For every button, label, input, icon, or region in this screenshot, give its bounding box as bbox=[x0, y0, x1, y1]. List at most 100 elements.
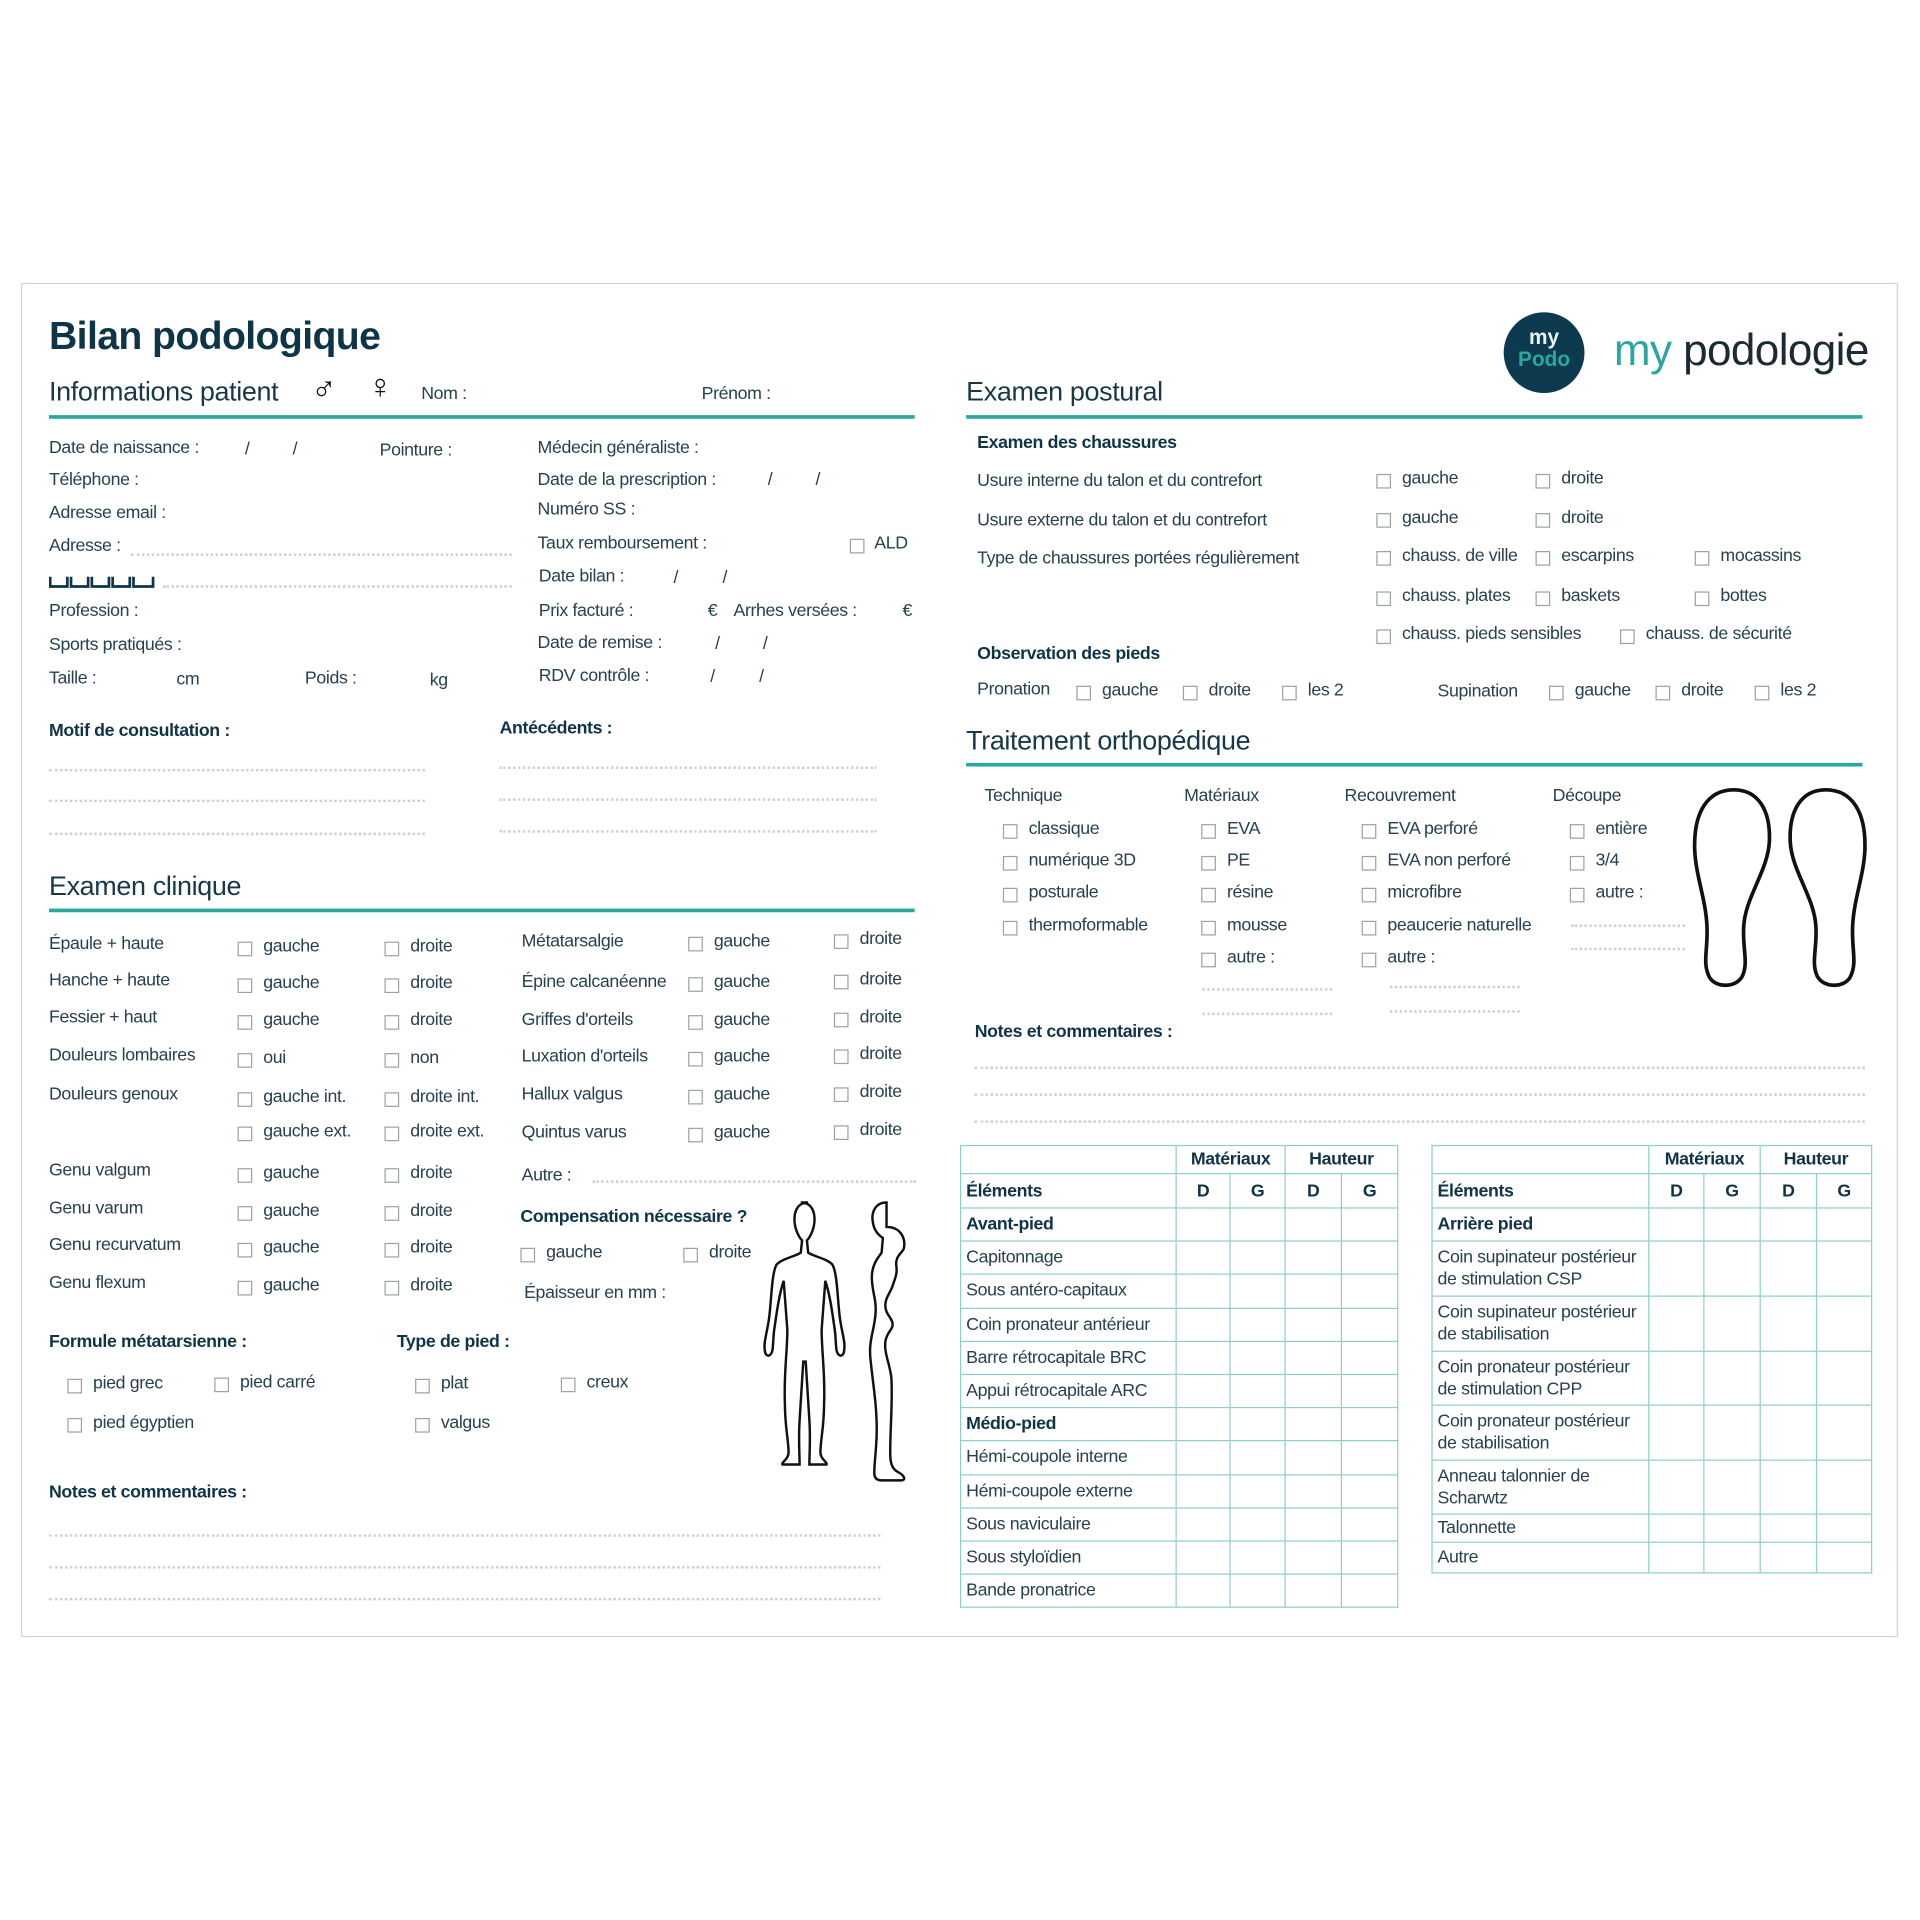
entry-cell[interactable] bbox=[1284, 1340, 1343, 1376]
checkbox-gauche[interactable] bbox=[237, 1280, 253, 1296]
entry-cell[interactable] bbox=[1175, 1506, 1231, 1542]
materials-other-line[interactable] bbox=[1202, 988, 1333, 991]
entry-cell[interactable] bbox=[1175, 1340, 1231, 1376]
treatment-notes-line[interactable] bbox=[974, 1093, 1865, 1096]
entry-cell[interactable] bbox=[1759, 1459, 1818, 1515]
checkbox-gauche[interactable] bbox=[1376, 473, 1392, 489]
motif-line[interactable] bbox=[48, 799, 425, 803]
entry-cell[interactable] bbox=[1284, 1307, 1343, 1342]
entry-cell[interactable] bbox=[1175, 1273, 1231, 1309]
checkbox-mousse[interactable] bbox=[1201, 920, 1216, 936]
checkbox-gauche[interactable] bbox=[688, 1127, 703, 1143]
entry-cell[interactable] bbox=[1175, 1307, 1231, 1342]
checkbox-droite-int[interactable] bbox=[384, 1092, 400, 1107]
checkbox-droite[interactable] bbox=[833, 1049, 849, 1065]
entry-cell[interactable] bbox=[1340, 1273, 1399, 1309]
entry-cell[interactable] bbox=[1229, 1506, 1286, 1542]
checkbox-posturale[interactable] bbox=[1002, 887, 1018, 903]
checkbox-chauss-de-ville[interactable] bbox=[1376, 551, 1392, 566]
checkbox-droite[interactable] bbox=[384, 1242, 400, 1258]
checkbox-autre[interactable] bbox=[1569, 887, 1585, 903]
clinical-notes-line[interactable] bbox=[48, 1597, 881, 1601]
checkbox-gauche[interactable] bbox=[237, 1206, 253, 1221]
checkbox-droite[interactable] bbox=[833, 1012, 849, 1028]
checkbox-microfibre[interactable] bbox=[1361, 887, 1377, 903]
checkbox-gauche[interactable] bbox=[520, 1247, 536, 1263]
entry-cell[interactable] bbox=[1703, 1404, 1761, 1461]
checkbox-chauss-de-securite[interactable] bbox=[1620, 629, 1635, 645]
entry-cell[interactable] bbox=[1175, 1207, 1231, 1242]
cut-other-line[interactable] bbox=[1571, 947, 1685, 951]
entry-cell[interactable] bbox=[1815, 1295, 1873, 1352]
treatment-notes-line[interactable] bbox=[974, 1120, 1865, 1123]
treatment-notes-line[interactable] bbox=[974, 1066, 1865, 1069]
entry-cell[interactable] bbox=[1175, 1473, 1231, 1509]
checkbox-thermoformable[interactable] bbox=[1002, 920, 1018, 936]
checkbox-3-4[interactable] bbox=[1569, 855, 1585, 871]
entry-cell[interactable] bbox=[1815, 1350, 1873, 1406]
entry-cell[interactable] bbox=[1284, 1440, 1343, 1475]
checkbox-les-2[interactable] bbox=[1754, 685, 1770, 701]
checkbox-peaucerie-naturelle[interactable] bbox=[1361, 920, 1377, 936]
clinical-notes-line[interactable] bbox=[48, 1534, 881, 1537]
entry-cell[interactable] bbox=[1284, 1407, 1343, 1442]
antecedents-line[interactable] bbox=[499, 830, 877, 833]
entry-cell[interactable] bbox=[1175, 1407, 1231, 1442]
checkbox-les-2[interactable] bbox=[1282, 685, 1297, 701]
antecedents-line[interactable] bbox=[499, 798, 877, 801]
entry-cell[interactable] bbox=[1284, 1240, 1343, 1276]
entry-cell[interactable] bbox=[1815, 1459, 1873, 1515]
checkbox-eva-non-perfore[interactable] bbox=[1361, 855, 1377, 871]
checkbox-eva[interactable] bbox=[1201, 824, 1216, 839]
checkbox-mocassins[interactable] bbox=[1694, 551, 1710, 566]
materials-other-line[interactable] bbox=[1202, 1012, 1333, 1016]
entry-cell[interactable] bbox=[1229, 1340, 1286, 1376]
checkbox-pied-egyptien[interactable] bbox=[67, 1417, 83, 1433]
checkbox-droite[interactable] bbox=[833, 974, 849, 990]
entry-cell[interactable] bbox=[1229, 1240, 1286, 1276]
checkbox-gauche[interactable] bbox=[237, 1015, 253, 1030]
entry-cell[interactable] bbox=[1759, 1404, 1818, 1461]
checkbox-droite[interactable] bbox=[384, 1280, 400, 1296]
checkbox-gauche[interactable] bbox=[688, 1051, 703, 1067]
checkbox-droite[interactable] bbox=[384, 978, 400, 994]
checkbox-pied-carre[interactable] bbox=[214, 1377, 229, 1393]
entry-cell[interactable] bbox=[1284, 1540, 1343, 1575]
entry-cell[interactable] bbox=[1648, 1541, 1705, 1574]
entry-cell[interactable] bbox=[1703, 1541, 1761, 1574]
entry-cell[interactable] bbox=[1759, 1513, 1818, 1543]
checkbox-escarpins[interactable] bbox=[1535, 551, 1551, 566]
entry-cell[interactable] bbox=[1340, 1340, 1399, 1376]
checkbox-resine[interactable] bbox=[1201, 887, 1216, 903]
checkbox-droite[interactable] bbox=[1535, 513, 1551, 528]
entry-cell[interactable] bbox=[1703, 1459, 1761, 1515]
entry-cell[interactable] bbox=[1759, 1207, 1818, 1242]
checkbox-pied-grec[interactable] bbox=[67, 1378, 83, 1394]
entry-cell[interactable] bbox=[1648, 1513, 1705, 1543]
checkbox-gauche[interactable] bbox=[237, 1168, 253, 1183]
motif-line[interactable] bbox=[48, 832, 425, 836]
checkbox-droite[interactable] bbox=[833, 1087, 849, 1103]
entry-cell[interactable] bbox=[1284, 1506, 1343, 1542]
checkbox-droite[interactable] bbox=[384, 1206, 400, 1221]
entry-cell[interactable] bbox=[1284, 1207, 1343, 1242]
entry-cell[interactable] bbox=[1815, 1207, 1873, 1242]
entry-cell[interactable] bbox=[1703, 1513, 1761, 1543]
entry-cell[interactable] bbox=[1703, 1295, 1761, 1352]
checkbox-droite[interactable] bbox=[833, 1125, 849, 1141]
postcode-boxes[interactable] bbox=[48, 573, 159, 595]
entry-cell[interactable] bbox=[1340, 1506, 1399, 1542]
checkbox-chauss-plates[interactable] bbox=[1376, 591, 1392, 607]
checkbox-classique[interactable] bbox=[1002, 824, 1018, 839]
entry-cell[interactable] bbox=[1340, 1473, 1399, 1509]
entry-cell[interactable] bbox=[1284, 1273, 1343, 1309]
checkbox-plat[interactable] bbox=[415, 1378, 430, 1394]
checkbox-creux[interactable] bbox=[560, 1377, 576, 1393]
entry-cell[interactable] bbox=[1340, 1207, 1399, 1242]
checkbox-gauche[interactable] bbox=[1076, 685, 1092, 701]
entry-cell[interactable] bbox=[1340, 1573, 1399, 1609]
entry-cell[interactable] bbox=[1229, 1407, 1286, 1442]
entry-cell[interactable] bbox=[1815, 1404, 1873, 1461]
checkbox-droite-ext[interactable] bbox=[384, 1126, 400, 1142]
entry-cell[interactable] bbox=[1703, 1350, 1761, 1406]
